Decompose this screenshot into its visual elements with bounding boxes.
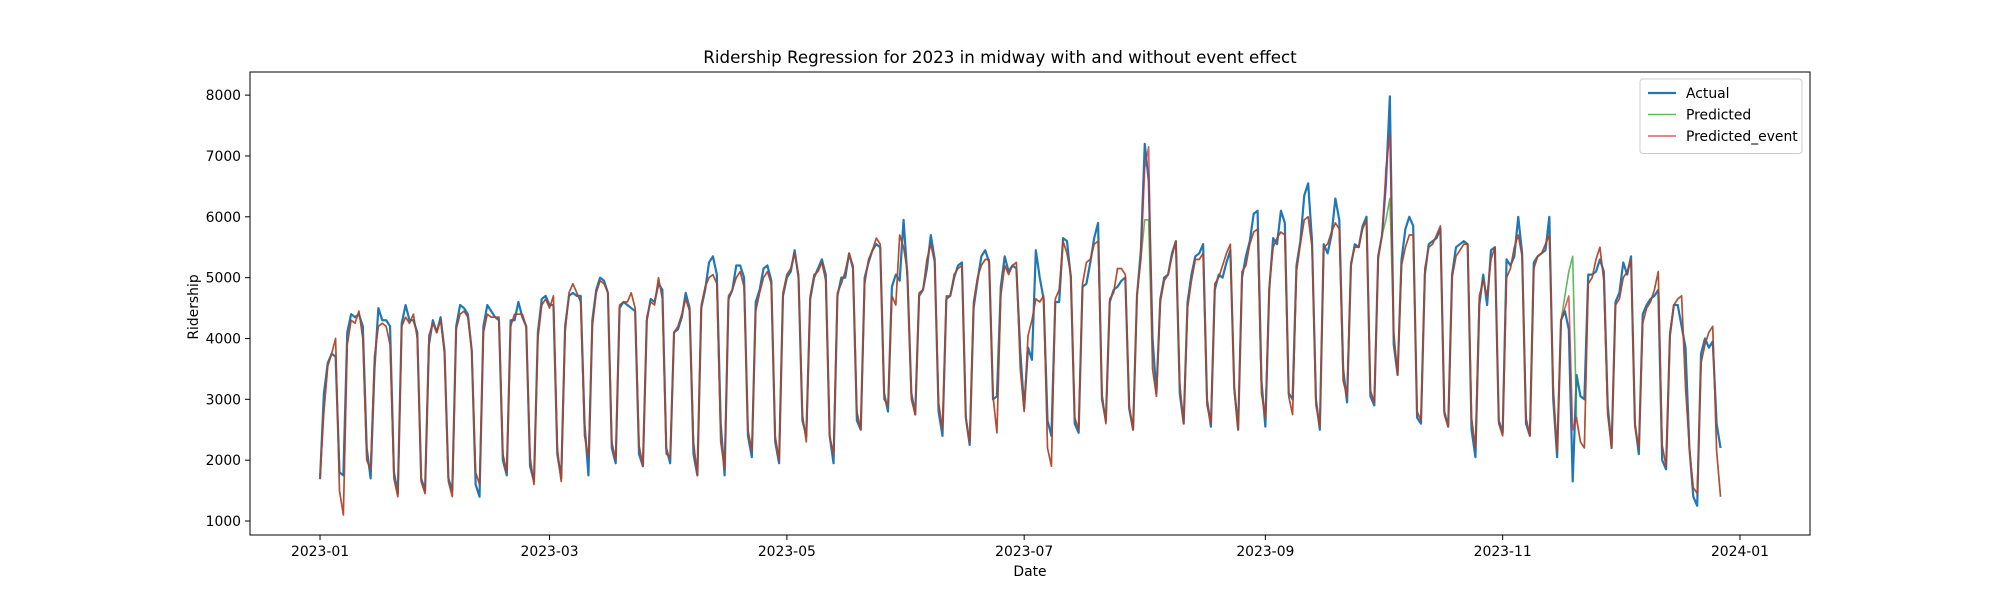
y-tick-label: 4000 <box>206 331 241 347</box>
x-tick-label: 2023-09 <box>1236 544 1294 560</box>
legend-label: Predicted_event <box>1686 129 1798 145</box>
x-tick-label: 2024-01 <box>1711 544 1769 560</box>
y-tick-label: 7000 <box>206 149 241 165</box>
plot-area <box>249 71 1811 536</box>
legend-label: Predicted <box>1686 108 1751 124</box>
legend-label: Actual <box>1686 86 1730 102</box>
x-tick-label: 2023-11 <box>1474 544 1532 560</box>
legend: Actual Predicted Predicted_event <box>1639 78 1803 154</box>
x-tick-label: 2023-05 <box>758 544 816 560</box>
y-tick-label: 5000 <box>206 271 241 287</box>
x-tick-label: 2023-07 <box>995 544 1053 560</box>
x-tick-label: 2023-03 <box>521 544 579 560</box>
y-tick-label: 3000 <box>206 392 241 408</box>
series-line-predicted-event <box>319 133 1722 516</box>
y-tick-label: 2000 <box>206 453 241 469</box>
plot-frame <box>249 71 1811 536</box>
x-tick-label: 2023-01 <box>291 544 349 560</box>
y-axis-label: Ridership <box>186 274 202 339</box>
y-tick-label: 6000 <box>206 210 241 226</box>
y-tick-label: 1000 <box>206 514 241 530</box>
chart-title: Ridership Regression for 2023 in midway … <box>703 47 1297 67</box>
x-axis: 2023-01 2023-03 2023-05 2023-07 2023-09 2023-… <box>291 535 1769 560</box>
y-axis: 1000 2000 3000 4000 5000 6000 7000 8000 <box>206 88 250 530</box>
legend-box <box>1639 78 1803 154</box>
y-tick-label: 8000 <box>206 88 241 104</box>
x-axis-label: Date <box>1013 564 1046 580</box>
